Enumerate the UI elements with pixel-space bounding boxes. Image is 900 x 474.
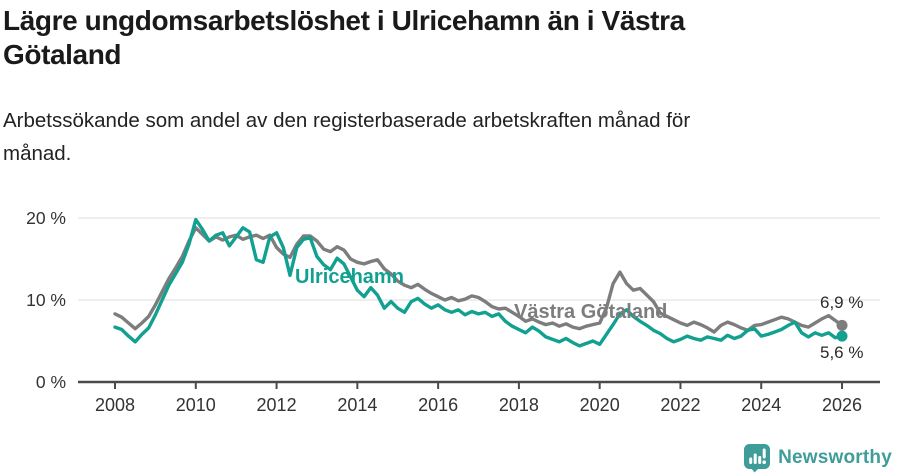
end-dot-ulricehamn [836,330,848,342]
x-tick-label: 2016 [418,395,458,415]
x-tick-label: 2012 [257,395,297,415]
x-tick-label: 2022 [660,395,700,415]
y-tick-label: 0 % [36,372,66,392]
page-title: Lägre ungdomsarbetslöshet i Ulricehamn ä… [3,4,833,72]
x-tick-label: 2026 [822,395,862,415]
y-tick-label: 20 % [26,208,66,228]
y-tick-label: 10 % [26,290,66,310]
newsworthy-logo[interactable]: Newsworthy [743,443,892,473]
title-line-2: Götaland [3,39,122,70]
end-value-label-vastra-gotaland: 6,9 % [820,293,864,312]
x-tick-label: 2008 [95,395,135,415]
title-line-1: Lägre ungdomsarbetslöshet i Ulricehamn ä… [3,5,685,36]
line-västra-götaland [113,226,844,334]
x-tick-label: 2020 [580,395,620,415]
subtitle-line-2: månad. [3,142,72,165]
x-tick-label: 2010 [176,395,216,415]
end-value-label-ulricehamn: 5,6 % [820,343,864,362]
newsworthy-icon [744,444,771,473]
subtitle-line-1: Arbetssökande som andel av den registerb… [3,109,691,132]
chart-subtitle: Arbetssökande som andel av den registerb… [3,104,863,170]
end-dot-västra-götaland [836,319,848,331]
x-tick-label: 2024 [741,395,781,415]
x-tick-label: 2014 [337,395,377,415]
series-label-vastra-gotaland: Västra Götaland [514,301,668,323]
x-tick-label: 2018 [499,395,539,415]
series-label-ulricehamn: Ulricehamn [295,266,404,288]
newsworthy-wordmark: Newsworthy [778,447,892,468]
line-ulricehamn [113,217,844,348]
